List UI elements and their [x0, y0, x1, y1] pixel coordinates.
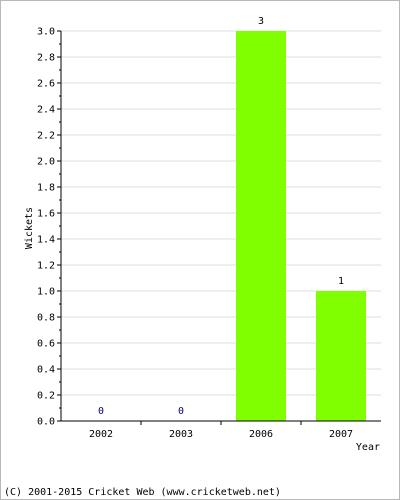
y-axis-title: Wickets — [24, 207, 35, 249]
gridlines — [61, 30, 381, 396]
y-tick-label: 1.2 — [37, 261, 55, 272]
y-tick-label: 1.6 — [37, 209, 55, 220]
data-label-2002: 0 — [98, 406, 104, 417]
y-tick-label: 2.6 — [37, 79, 55, 90]
y-tick-label: 1.4 — [37, 235, 55, 246]
y-tick-label: 1.8 — [37, 183, 55, 194]
x-axis-title: Year — [356, 442, 380, 453]
y-tick-label: 0.6 — [37, 339, 55, 350]
x-tick-label: 2006 — [249, 429, 273, 440]
y-tick-label: 2.4 — [37, 105, 55, 116]
bar-2006 — [236, 31, 286, 421]
y-tick-label: 2.0 — [37, 157, 55, 168]
bar-2007 — [316, 291, 366, 421]
data-label-2007: 1 — [338, 276, 344, 287]
y-tick-label: 0.4 — [37, 365, 55, 376]
x-tick-label: 2003 — [169, 429, 193, 440]
data-label-2006: 3 — [258, 16, 264, 27]
y-tick-label: 2.8 — [37, 53, 55, 64]
data-label-2003: 0 — [178, 406, 184, 417]
y-tick-label: 1.0 — [37, 287, 55, 298]
y-tick-label: 3.0 — [37, 27, 55, 38]
y-tick-label: 0.0 — [37, 417, 55, 428]
labels: 0.0 0.2 0.4 0.6 0.8 1.0 1.2 1.4 1.6 1.8 2.0 2.2 2.4 2… — [37, 16, 353, 440]
copyright-footer: (C) 2001-2015 Cricket Web (www.cricketwe… — [4, 487, 281, 498]
y-tick-label: 0.8 — [37, 313, 55, 324]
axes — [57, 30, 381, 425]
y-tick-label: 0.2 — [37, 391, 55, 402]
bars — [236, 31, 366, 421]
x-tick-label: 2007 — [329, 429, 353, 440]
x-tick-label: 2002 — [89, 429, 113, 440]
y-tick-label: 2.2 — [37, 131, 55, 142]
